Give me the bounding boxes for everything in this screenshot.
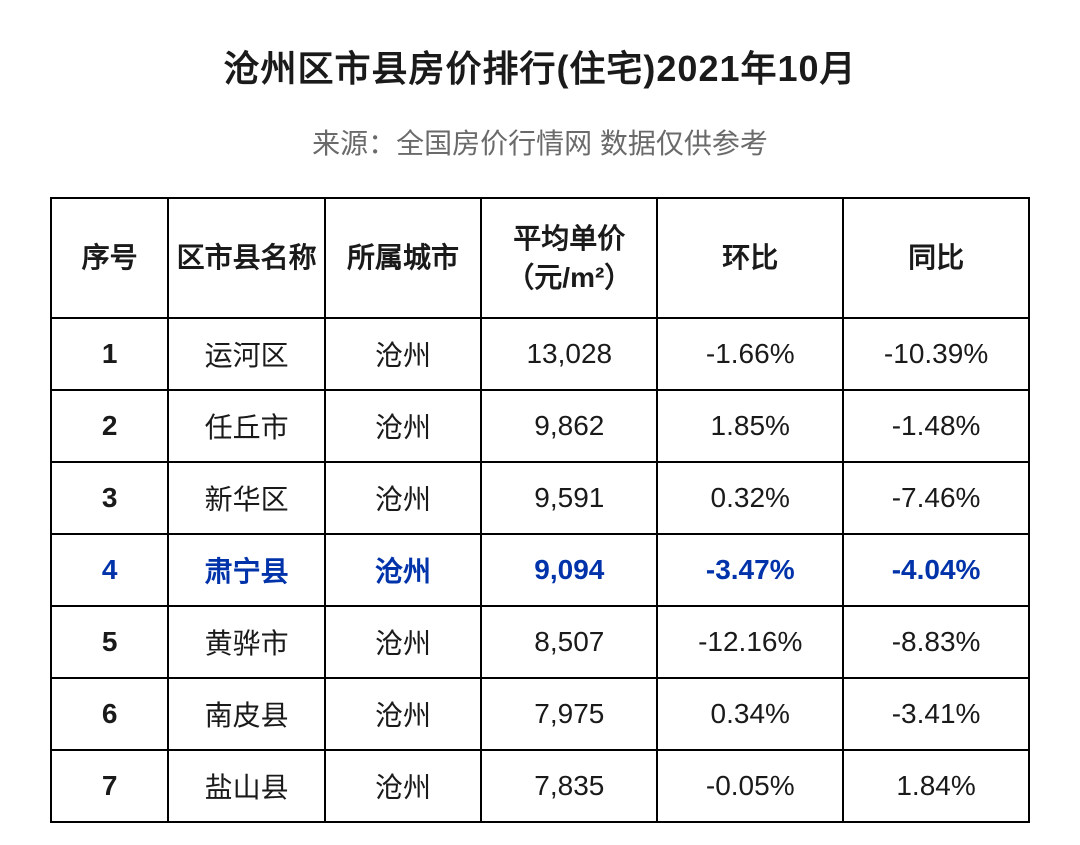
cell-mom: -1.66% [657,318,843,390]
cell-rank: 2 [51,390,168,462]
cell-rank: 5 [51,606,168,678]
cell-name: 盐山县 [168,750,324,822]
cell-city: 沧州 [325,678,481,750]
col-header-rank: 序号 [51,198,168,318]
cell-name: 黄骅市 [168,606,324,678]
cell-price: 9,591 [481,462,657,534]
cell-rank: 7 [51,750,168,822]
price-ranking-table: 序号 区市县名称 所属城市 平均单价（元/m²） 环比 同比 1运河区沧州13,… [50,197,1030,823]
table-row: 3新华区沧州9,5910.32%-7.46% [51,462,1029,534]
cell-yoy: -7.46% [843,462,1029,534]
cell-city: 沧州 [325,606,481,678]
page-title: 沧州区市县房价排行(住宅)2021年10月 [50,40,1030,92]
col-header-city: 所属城市 [325,198,481,318]
cell-mom: 0.34% [657,678,843,750]
cell-mom: -3.47% [657,534,843,606]
cell-price: 7,835 [481,750,657,822]
col-header-yoy: 同比 [843,198,1029,318]
cell-rank: 1 [51,318,168,390]
cell-mom: 1.85% [657,390,843,462]
col-header-price: 平均单价（元/m²） [481,198,657,318]
source-subtitle: 来源：全国房价行情网 数据仅供参考 [50,122,1030,162]
cell-yoy: -8.83% [843,606,1029,678]
cell-mom: -12.16% [657,606,843,678]
cell-city: 沧州 [325,750,481,822]
cell-mom: 0.32% [657,462,843,534]
table-row: 4肃宁县沧州9,094-3.47%-4.04% [51,534,1029,606]
table-header-row: 序号 区市县名称 所属城市 平均单价（元/m²） 环比 同比 [51,198,1029,318]
cell-price: 7,975 [481,678,657,750]
table-row: 1运河区沧州13,028-1.66%-10.39% [51,318,1029,390]
cell-name: 运河区 [168,318,324,390]
cell-city: 沧州 [325,462,481,534]
cell-yoy: -3.41% [843,678,1029,750]
table-row: 5黄骅市沧州8,507-12.16%-8.83% [51,606,1029,678]
cell-price: 9,862 [481,390,657,462]
cell-yoy: -10.39% [843,318,1029,390]
cell-rank: 4 [51,534,168,606]
table-body: 1运河区沧州13,028-1.66%-10.39%2任丘市沧州9,8621.85… [51,318,1029,822]
cell-price: 13,028 [481,318,657,390]
cell-price: 9,094 [481,534,657,606]
cell-name: 肃宁县 [168,534,324,606]
col-header-name: 区市县名称 [168,198,324,318]
table-row: 7盐山县沧州7,835-0.05%1.84% [51,750,1029,822]
cell-price: 8,507 [481,606,657,678]
cell-city: 沧州 [325,390,481,462]
cell-name: 南皮县 [168,678,324,750]
table-row: 6南皮县沧州7,9750.34%-3.41% [51,678,1029,750]
cell-rank: 3 [51,462,168,534]
cell-yoy: -4.04% [843,534,1029,606]
cell-city: 沧州 [325,534,481,606]
cell-yoy: -1.48% [843,390,1029,462]
col-header-mom: 环比 [657,198,843,318]
table-row: 2任丘市沧州9,8621.85%-1.48% [51,390,1029,462]
cell-rank: 6 [51,678,168,750]
cell-city: 沧州 [325,318,481,390]
cell-name: 任丘市 [168,390,324,462]
cell-yoy: 1.84% [843,750,1029,822]
cell-mom: -0.05% [657,750,843,822]
cell-name: 新华区 [168,462,324,534]
